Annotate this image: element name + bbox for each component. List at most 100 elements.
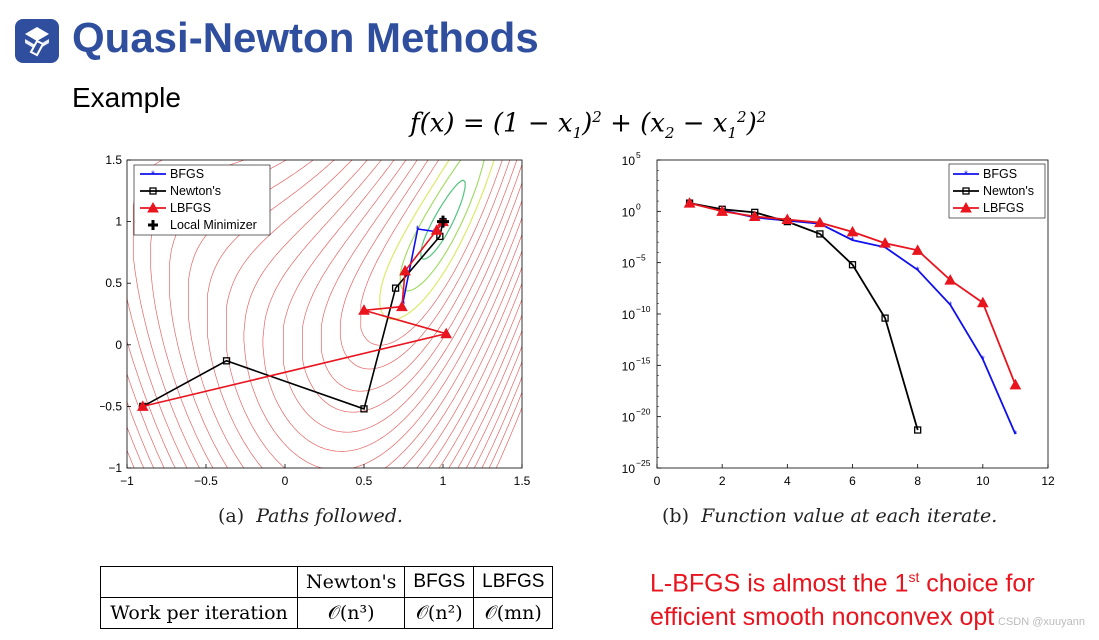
plot-frame (126, 159, 523, 469)
data-point (881, 314, 889, 322)
y-tick-label: 10 (622, 411, 636, 425)
table-row: Work per iteration 𝒪(n³) 𝒪(n²) 𝒪(mn) (100, 597, 554, 629)
legend-box (133, 164, 271, 236)
page-title: Quasi-Newton Methods (72, 14, 539, 61)
section-subtitle: Example (72, 82, 181, 113)
x-tick-label: 2 (719, 474, 726, 488)
y-tick-label: 10 (622, 462, 636, 476)
table-header: BFGS (404, 566, 475, 598)
contour-line (320, 160, 518, 392)
table-header-row: Newton's BFGS LBFGS (100, 566, 554, 598)
y-tick-label: 0 (115, 338, 122, 352)
data-point (1009, 378, 1022, 390)
x-tick-label: 6 (849, 474, 856, 488)
caption-a: (a) Paths followed. (218, 505, 403, 527)
x-tick-label: 1.5 (514, 474, 531, 488)
table-header: LBFGS (473, 566, 554, 598)
contour-line (420, 179, 466, 260)
y-tick-label: 10 (622, 257, 636, 271)
data-point: * (438, 222, 442, 233)
x-tick-label: 1 (440, 474, 447, 488)
data-point: * (883, 243, 887, 254)
table-cell: 𝒪(n³) (296, 597, 406, 629)
y-tick-label: 1 (115, 215, 122, 229)
y-tick-exponent: 5 (636, 150, 641, 160)
data-point (683, 197, 696, 208)
series-line-newtons (689, 202, 919, 431)
x-tick-label: 8 (914, 474, 921, 488)
table-row-label: Work per iteration (100, 597, 298, 629)
legend-label: LBFGS (983, 201, 1024, 215)
legend-marker: * (151, 170, 155, 181)
data-point (879, 237, 891, 248)
y-tick-label: 10 (622, 359, 636, 373)
data-point (911, 244, 924, 255)
contour-line (379, 160, 495, 320)
legend-marker (962, 187, 970, 195)
x-tick-label: 0 (282, 474, 289, 488)
legend-label: BFGS (983, 167, 1017, 181)
watermark: CSDN @xuuyann (998, 616, 1085, 628)
local-minimizer-marker (437, 215, 449, 228)
contour-line (360, 160, 503, 346)
data-point (914, 426, 922, 434)
y-tick-label: 1.5 (105, 153, 122, 167)
x-tick-label: 12 (1041, 474, 1055, 488)
brand-logo-icon (15, 19, 59, 63)
table-corner (100, 566, 298, 598)
complexity-table: Newton's BFGS LBFGS Work per iteration 𝒪… (100, 566, 554, 629)
data-point: * (416, 224, 420, 235)
data-point (136, 400, 149, 411)
data-point (976, 296, 989, 308)
table-cell: 𝒪(n²) (404, 597, 475, 629)
table-header: Newton's (296, 566, 406, 598)
data-point (781, 213, 794, 225)
data-point (440, 327, 453, 339)
legend-marker (147, 201, 159, 213)
contour-line (226, 160, 522, 468)
data-point (846, 225, 859, 237)
data-point (816, 230, 824, 238)
objective-formula: f(x) = (1 − x1)2 + (x2 − x12)2 (410, 108, 767, 142)
y-tick-exponent: −10 (636, 304, 651, 314)
data-point (360, 405, 368, 413)
legend-label: Local Minimizer (170, 218, 257, 232)
contour-line (399, 160, 485, 292)
data-point (391, 284, 400, 292)
highlight-note: L-BFGS is almost the 1st choice for effi… (650, 569, 1035, 632)
data-point: * (1013, 430, 1017, 441)
y-tick-exponent: 0 (636, 201, 641, 211)
data-point: * (851, 236, 855, 247)
legend-marker (960, 201, 972, 213)
data-point (430, 224, 443, 235)
data-point: * (916, 265, 920, 276)
x-tick-label: −0.5 (194, 474, 218, 488)
data-point (944, 274, 957, 285)
data-point (814, 216, 826, 228)
y-tick-exponent: −15 (636, 355, 651, 365)
x-tick-label: −1 (120, 474, 134, 488)
legend-minimizer-icon (148, 220, 158, 230)
contour-line (262, 160, 522, 452)
data-point: * (981, 355, 985, 366)
y-tick-label: −1 (108, 461, 122, 475)
legend-label: LBFGS (170, 201, 211, 215)
legend-label: Newton's (983, 184, 1034, 198)
legend-label: Newton's (170, 184, 221, 198)
y-tick-exponent: −20 (636, 407, 651, 417)
legend-label: BFGS (170, 167, 204, 181)
y-tick-exponent: −25 (636, 458, 651, 468)
data-point (396, 300, 408, 312)
table-cell: 𝒪(mn) (473, 597, 554, 629)
x-tick-label: 4 (784, 474, 791, 488)
legend-marker: * (964, 170, 968, 181)
y-tick-label: −0.5 (100, 399, 122, 413)
y-tick-exponent: −5 (636, 253, 646, 263)
data-point (716, 205, 729, 216)
contour-line (302, 160, 522, 413)
y-tick-label: 10 (622, 154, 636, 168)
data-point (222, 357, 231, 365)
x-tick-label: 0 (654, 474, 661, 488)
contour-line (339, 160, 511, 370)
